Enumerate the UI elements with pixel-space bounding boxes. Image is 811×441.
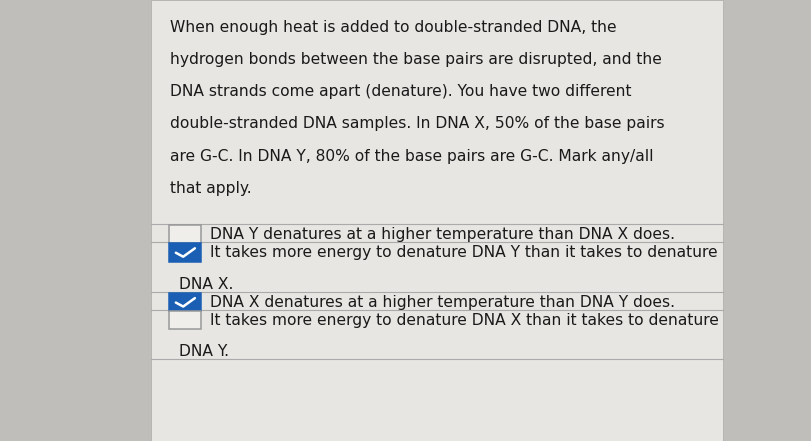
Text: DNA Y.: DNA Y. xyxy=(179,344,230,359)
Text: DNA X.: DNA X. xyxy=(179,277,234,292)
Text: It takes more energy to denature DNA Y than it takes to denature: It takes more energy to denature DNA Y t… xyxy=(209,245,717,260)
FancyBboxPatch shape xyxy=(169,225,201,243)
Text: DNA strands come apart (denature). You have two different: DNA strands come apart (denature). You h… xyxy=(170,84,632,99)
FancyBboxPatch shape xyxy=(152,0,723,441)
FancyBboxPatch shape xyxy=(169,293,201,311)
Text: hydrogen bonds between the base pairs are disrupted, and the: hydrogen bonds between the base pairs ar… xyxy=(170,52,662,67)
FancyBboxPatch shape xyxy=(169,311,201,329)
Text: When enough heat is added to double-stranded DNA, the: When enough heat is added to double-stra… xyxy=(170,20,617,35)
FancyBboxPatch shape xyxy=(169,243,201,262)
Text: DNA Y denatures at a higher temperature than DNA X does.: DNA Y denatures at a higher temperature … xyxy=(209,227,675,242)
Text: double-stranded DNA samples. In DNA X, 50% of the base pairs: double-stranded DNA samples. In DNA X, 5… xyxy=(170,116,665,131)
Text: It takes more energy to denature DNA X than it takes to denature: It takes more energy to denature DNA X t… xyxy=(209,313,719,328)
Text: DNA X denatures at a higher temperature than DNA Y does.: DNA X denatures at a higher temperature … xyxy=(209,295,675,310)
Text: are G-C. In DNA Y, 80% of the base pairs are G-C. Mark any/all: are G-C. In DNA Y, 80% of the base pairs… xyxy=(170,149,654,164)
Text: that apply.: that apply. xyxy=(170,181,252,196)
